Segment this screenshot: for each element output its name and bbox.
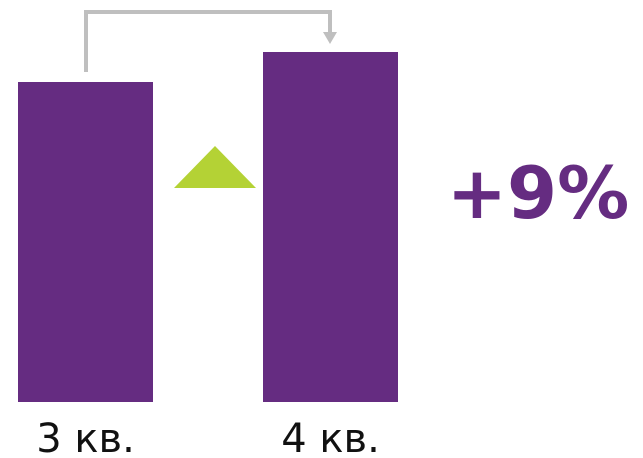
bar-2 xyxy=(263,52,398,402)
category-label-1: 3 кв. xyxy=(36,416,135,458)
up-triangle-icon xyxy=(174,146,256,188)
category-label-2: 4 кв. xyxy=(281,416,380,458)
bars-group xyxy=(18,52,398,402)
bracket-arrow-icon xyxy=(84,10,332,72)
bar-1 xyxy=(18,82,153,402)
category-labels: 3 кв. 4 кв. xyxy=(36,416,380,458)
change-percent-label: +9% xyxy=(447,151,630,235)
arrow-head-icon xyxy=(323,32,337,44)
